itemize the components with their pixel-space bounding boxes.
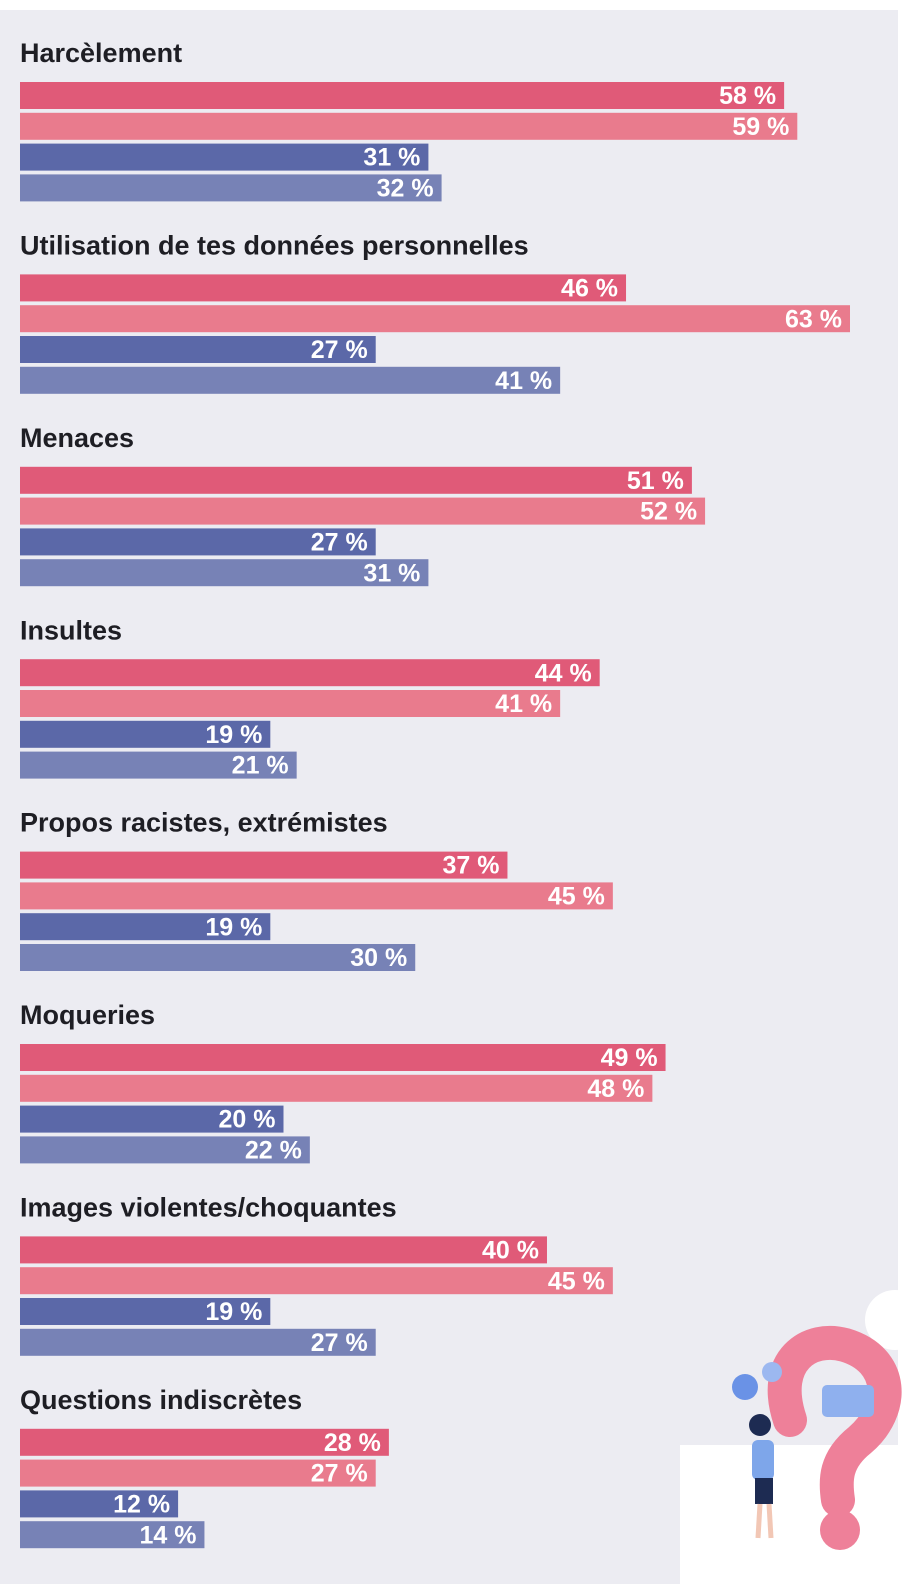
- value-label: 31 %: [363, 144, 420, 172]
- value-label: 19 %: [205, 721, 262, 749]
- bar: [20, 1074, 653, 1102]
- value-label: 51 %: [627, 467, 684, 495]
- value-label: 14 %: [139, 1521, 196, 1549]
- value-label: 45 %: [548, 883, 605, 911]
- value-label: 44 %: [535, 659, 592, 687]
- bar: [20, 528, 376, 556]
- category-label: Images violentes/choquantes: [20, 1193, 397, 1223]
- bar: [20, 1490, 179, 1518]
- bar: [20, 1105, 284, 1133]
- bar: [20, 1298, 271, 1325]
- bar: [20, 112, 798, 140]
- value-label: 27 %: [311, 336, 368, 364]
- bar: [20, 1267, 613, 1295]
- bar: [20, 143, 429, 171]
- value-label: 12 %: [113, 1491, 170, 1519]
- bar: [20, 1236, 547, 1264]
- value-label: 30 %: [350, 944, 407, 972]
- illustration: [680, 1290, 908, 1584]
- value-label: 19 %: [205, 913, 262, 941]
- bar: [20, 1136, 310, 1164]
- value-label: 41 %: [495, 690, 552, 718]
- bar: [20, 1044, 666, 1071]
- value-label: 59 %: [732, 113, 789, 141]
- value-label: 45 %: [548, 1267, 605, 1295]
- bar: [20, 82, 785, 109]
- bar: [20, 1459, 376, 1487]
- category-label: Harcèlement: [20, 38, 182, 68]
- bar: [20, 174, 442, 202]
- value-label: 37 %: [442, 852, 499, 880]
- value-label: 31 %: [363, 559, 420, 587]
- value-label: 27 %: [311, 529, 368, 557]
- category-label: Utilisation de tes données personnelles: [20, 231, 529, 261]
- value-label: 32 %: [377, 175, 434, 203]
- bar: [20, 1428, 389, 1456]
- category-label: Propos racistes, extrémistes: [20, 808, 388, 838]
- value-label: 41 %: [495, 367, 552, 395]
- bar: [20, 366, 561, 394]
- bar: [20, 751, 297, 779]
- bar: [20, 659, 600, 687]
- value-label: 46 %: [561, 275, 618, 303]
- bar: [20, 851, 508, 879]
- value-label: 40 %: [482, 1237, 539, 1265]
- bar: [20, 690, 561, 717]
- value-label: 58 %: [719, 82, 776, 110]
- bar: [20, 944, 416, 971]
- bar: [20, 882, 613, 910]
- category-label: Menaces: [20, 423, 134, 453]
- value-label: 48 %: [587, 1075, 644, 1103]
- bar: [20, 466, 692, 494]
- bar: [20, 559, 429, 587]
- value-label: 19 %: [205, 1298, 262, 1326]
- bar: [20, 1328, 376, 1356]
- value-label: 27 %: [311, 1329, 368, 1357]
- value-label: 20 %: [219, 1106, 276, 1134]
- category-label: Questions indiscrètes: [20, 1385, 302, 1415]
- value-label: 27 %: [311, 1460, 368, 1488]
- value-label: 28 %: [324, 1429, 381, 1457]
- bar: [20, 274, 627, 302]
- value-label: 21 %: [232, 752, 289, 780]
- bar: [20, 497, 706, 525]
- bar: [20, 1521, 205, 1549]
- category-label: Moqueries: [20, 1000, 155, 1030]
- category-label: Insultes: [20, 615, 122, 645]
- bar: [20, 720, 271, 748]
- bar: [20, 336, 376, 363]
- value-label: 52 %: [640, 498, 697, 526]
- value-label: 49 %: [601, 1044, 658, 1072]
- value-label: 22 %: [245, 1137, 302, 1165]
- bar: [20, 913, 271, 941]
- bar: [20, 305, 850, 333]
- value-label: 63 %: [785, 305, 842, 333]
